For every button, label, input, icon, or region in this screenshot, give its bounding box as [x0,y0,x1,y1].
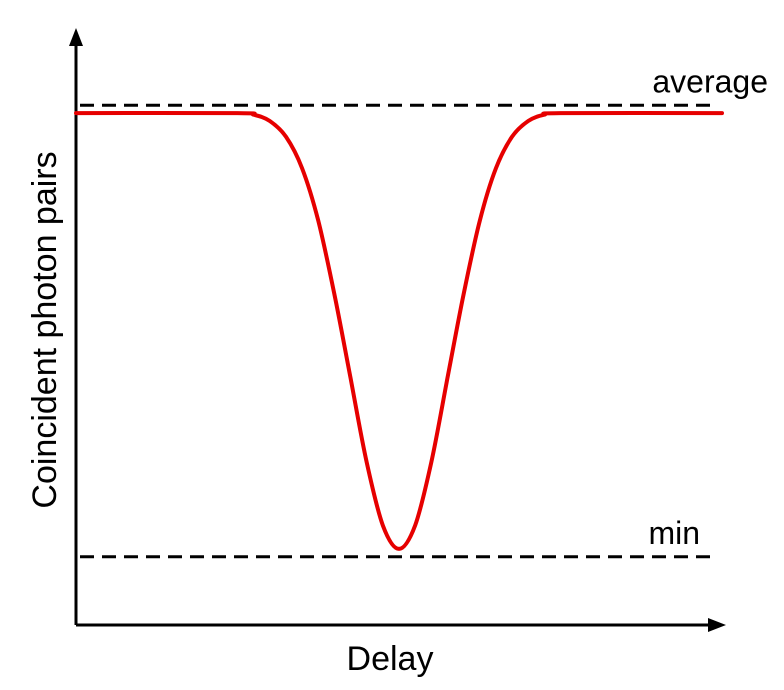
x-axis-arrow-icon [708,618,726,632]
series-line-0 [74,111,724,551]
reference-label-min: min [648,515,700,551]
x-axis-label: Delay [347,640,434,678]
y-axis-arrow-icon [69,28,83,46]
series-layer [74,111,724,551]
y-axis-label: Coincident photon pairs [26,151,64,508]
reference-label-average: average [652,63,768,99]
reference-lines: average min [80,63,768,559]
